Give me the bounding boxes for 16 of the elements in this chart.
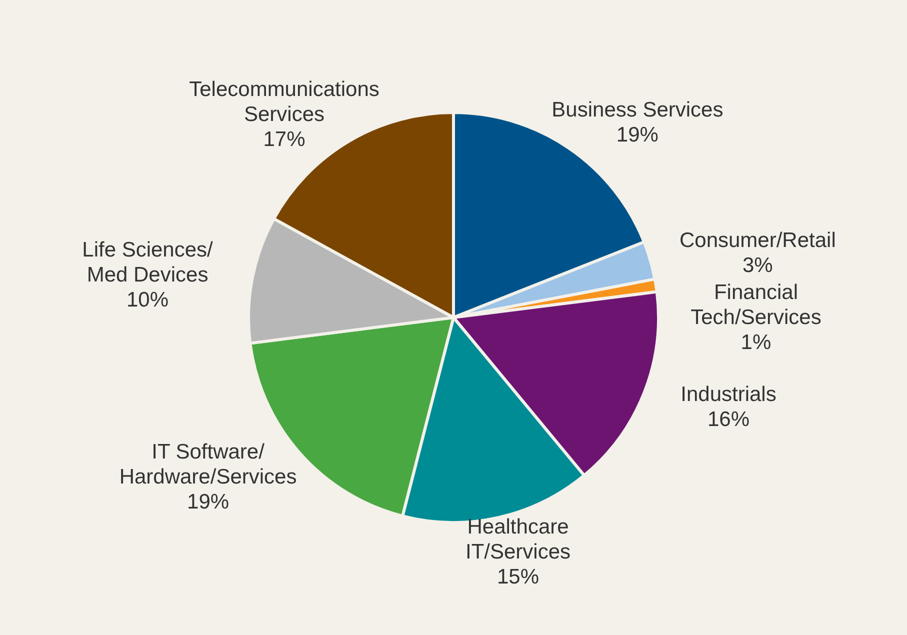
data-label: 1% [740,331,772,354]
data-label: 19% [187,490,230,514]
slice-label: IT Software/ Hardware/Services [119,440,297,488]
data-label: 19% [616,124,658,147]
slice-label: Telecommunications Services [189,78,380,126]
data-label: 15% [497,565,540,588]
slice-label: Industrials [680,383,776,406]
data-label: 3% [742,254,773,278]
slice-label: Healthcare IT/Services [466,515,571,564]
slice-label: Financial Tech/Services [690,281,822,330]
slice-label: Business Services [552,98,724,122]
data-label: 17% [263,128,306,152]
data-label: 16% [707,408,750,432]
slice-label: Consumer/Retail [679,229,836,252]
data-label: 10% [126,288,169,312]
slice-label: Life Sciences/ Med Devices [82,238,214,286]
